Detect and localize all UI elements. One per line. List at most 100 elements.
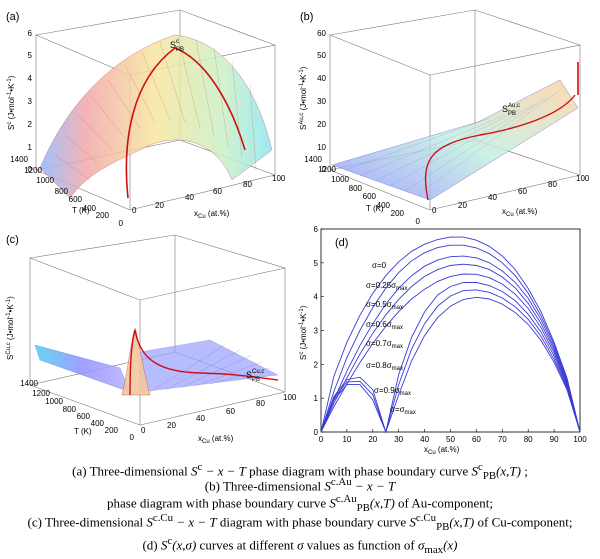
caption-d: (d) Sc(x,σ) curves at different σ values…: [142, 535, 458, 556]
panel-c-tlabel: T (K): [74, 427, 92, 436]
panel-c-ttick: 200: [105, 426, 119, 435]
caption-b-line2: phase diagram with phase boundary curve …: [106, 493, 493, 514]
panel-a-ztick: 1: [28, 143, 33, 152]
panel-b-surface: [331, 79, 579, 201]
panel-a-tticks: 1400 1200 1000 800 600 400 200 0: [10, 155, 123, 228]
panel-a: (a) SPBc 0 1 2: [6, 9, 286, 228]
panel-c-xtick: 40: [196, 414, 205, 423]
caption-b-line1: (b) Three-dimensional Sc.Au − x − T: [204, 476, 396, 494]
panel-a-ztick: 0: [28, 165, 33, 174]
panel-b: (b) SPBAu,c 0 10 20 30 40 50 6: [299, 9, 590, 226]
panel-d-xtick-label: 10: [342, 435, 351, 444]
panel-d-sigma-labels: σ=0 σ=0.25σmax σ=0.5σmax σ=0.6σmax σ=0.7…: [366, 261, 416, 416]
panel-d-xtick-label: 50: [446, 435, 455, 444]
panel-d-series-line: [320, 263, 581, 433]
panel-c-pb-curve: [129, 329, 279, 396]
panel-c-xlabel: xCu (at.%): [198, 434, 234, 445]
panel-a-mesh: [54, 36, 257, 181]
panel-b-ttick: 200: [391, 209, 405, 218]
panel-a-xtick: 40: [185, 193, 194, 202]
panel-a-surface: [39, 34, 273, 199]
panel-c-xtick: 20: [167, 421, 176, 430]
panel-a-ztick: 6: [28, 29, 33, 38]
sigma-label: σ=0.25σmax: [366, 281, 407, 292]
panel-d-xtick-label: 80: [524, 435, 533, 444]
panel-d-label: (d): [335, 237, 348, 249]
panel-d-ytick-label: 0: [314, 428, 319, 437]
sigma-label: σ=0.9σmax: [374, 386, 411, 397]
panel-c-label: (c): [6, 234, 19, 246]
panel-a-ttick: 200: [96, 211, 110, 220]
panel-c-ttick: 1200: [32, 389, 50, 398]
panel-b-tticks: 1400 1200 1000 800 600 400 200 0: [304, 155, 420, 226]
panel-d-series-line: [320, 273, 581, 433]
sigma-label: σ=0.6σmax: [366, 320, 403, 331]
caption-c: (c) Three-dimensional Sc.Cu − x − T diag…: [27, 512, 573, 533]
panel-a-xtick: 100: [272, 174, 286, 183]
panel-c-ylabel: SCu,c (J•mol-1•K-1): [6, 296, 15, 360]
panel-c-ttick: 600: [77, 412, 91, 421]
panel-b-ztick: 40: [317, 74, 326, 83]
panel-c-xtick: 60: [226, 407, 235, 416]
panel-a-ttick: 1400: [10, 155, 28, 164]
panel-b-xtick: 60: [518, 187, 527, 196]
panel-d-xtick-label: 60: [472, 435, 481, 444]
panel-c: (c) SPBCu,c SCu,c (J•mol-1•K-1) 1400 120…: [6, 234, 297, 445]
panel-a-pb-curve: [125, 47, 246, 199]
panel-d-xlabel: xCu (at.%): [424, 445, 460, 456]
panel-c-surface-left: [34, 344, 131, 393]
panel-b-ttick: 400: [377, 201, 391, 210]
panel-d-ytick-label: 2: [314, 360, 319, 369]
panel-d-ytick-label: 4: [314, 293, 319, 302]
panel-a-ztick: 2: [28, 120, 33, 129]
panel-a-ttick: 400: [83, 204, 97, 213]
panel-a-ttick: 1200: [24, 166, 42, 175]
panel-b-tlabel: T (K): [366, 204, 384, 213]
panel-b-xtick: 40: [488, 193, 497, 202]
panel-d-series-line: [320, 282, 581, 434]
panel-c-peak: [121, 327, 151, 396]
panel-a-xtick: 0: [132, 206, 137, 215]
panel-d-xtick-label: 20: [368, 435, 377, 444]
panel-d-xtick-label: 70: [498, 435, 507, 444]
panel-b-zticks: 0 10 20 30 40 50 60: [317, 29, 326, 174]
panel-a-label: (a): [6, 11, 19, 23]
panel-c-tticks: 1400 1200 1000 800 600 400 200 0: [20, 379, 134, 442]
panel-a-xtick: 60: [213, 187, 222, 196]
panel-b-ztick: 0: [322, 165, 327, 174]
panel-b-ztick: 50: [317, 51, 326, 60]
panel-d-xtick-label: 90: [550, 435, 559, 444]
panel-a-xlabel: xCu (at.%): [194, 209, 230, 220]
panel-a-xtick: 20: [155, 201, 164, 210]
panel-a-zticks: 0 1 2 3 4 5 6: [28, 29, 33, 174]
panel-a-ttick: 800: [55, 187, 69, 196]
panel-b-ylabel: SAu,c (J•mol-1•K-1): [299, 66, 308, 130]
panel-c-ttick: 1000: [45, 397, 63, 406]
panel-d-ytick-label: 6: [314, 225, 319, 234]
panel-c-curve-label: SPBCu,c: [246, 369, 264, 383]
panel-c-xtick: 100: [283, 393, 297, 402]
panel-d-ylabel: Sc (J•mol-1•K-1): [299, 305, 308, 360]
panel-a-ttick: 600: [69, 195, 83, 204]
panel-d-xtick-label: 40: [420, 435, 429, 444]
panel-a-ztick: 3: [28, 97, 33, 106]
panel-b-ztick: 20: [317, 120, 326, 129]
panel-a-curve-label: SPBc: [170, 39, 184, 53]
panel-c-box: [28, 234, 287, 426]
panel-b-ztick: 60: [317, 29, 326, 38]
panel-d-series-line: [320, 244, 581, 433]
panel-b-ttick: 600: [363, 192, 377, 201]
panel-d-ytick-label: 3: [314, 327, 319, 336]
panel-b-xtick: 0: [432, 206, 437, 215]
panel-d-series-line: [320, 236, 581, 433]
panel-c-ttick: 1400: [20, 379, 38, 388]
panel-c-xtick: 0: [141, 426, 146, 435]
panel-b-ztick: 10: [317, 143, 326, 152]
sigma-label: σ=0.8σmax: [366, 361, 403, 372]
panel-b-ttick: 1000: [331, 175, 349, 184]
panel-b-xtick: 80: [548, 180, 557, 189]
caption-a: (a) Three-dimensional Sc − x − T phase d…: [72, 461, 528, 482]
panel-c-ttick: 0: [130, 433, 135, 442]
panel-c-xtick: 80: [256, 399, 265, 408]
panel-d-series: [320, 236, 581, 434]
